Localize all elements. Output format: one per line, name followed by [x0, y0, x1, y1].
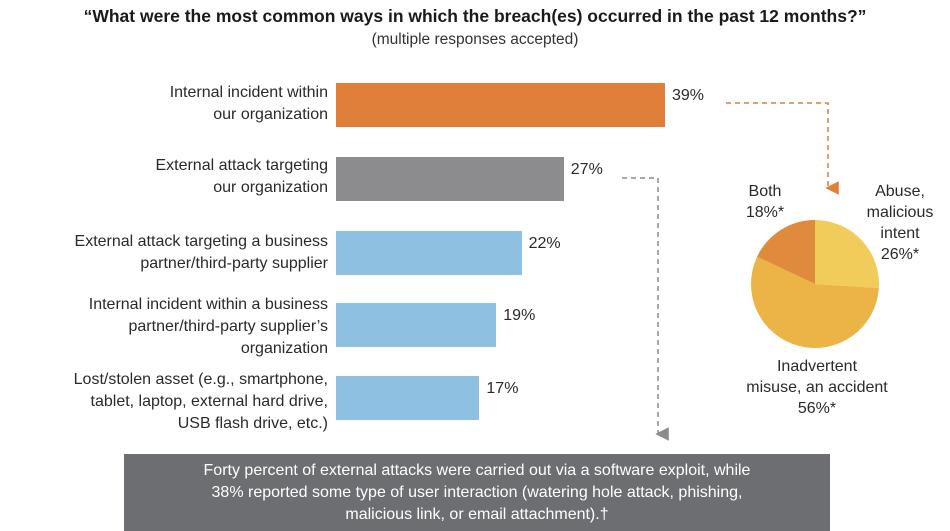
chart-title: “What were the most common ways in which… — [83, 6, 867, 26]
pie-slice-label: Inadvertent misuse, an accident 56%* — [712, 356, 922, 419]
bar — [336, 157, 564, 201]
pie-slice-label-line: 56%* — [797, 400, 837, 417]
orange-connector-arrow — [726, 102, 839, 195]
category-label-line: organization — [240, 340, 328, 357]
category-label-line: Internal incident within — [169, 84, 328, 101]
gray-connector-arrow — [622, 177, 669, 441]
pie-slice-label-line: 26%* — [880, 246, 920, 263]
category-label: Lost/stolen asset (e.g., smartphone, tabl… — [74, 369, 328, 435]
category-label-line: External attack targeting a business — [74, 233, 328, 250]
pie-slice-label-line: Both — [748, 183, 782, 200]
pie-slice — [751, 256, 879, 348]
category-label: External attack targeting our organizatio… — [155, 155, 328, 199]
footer-note: Forty percent of external attacks were c… — [124, 454, 830, 531]
category-label-line: tablet, laptop, external hard drive, — [90, 393, 328, 410]
bar-value-label: 22% — [528, 235, 561, 252]
category-label-line: Internal incident within a business — [88, 296, 328, 313]
pie-slice-label-line: Abuse, — [875, 183, 925, 200]
category-label-line: our organization — [213, 179, 328, 196]
footer-line: Forty percent of external attacks were c… — [203, 462, 751, 479]
pie-slice — [757, 220, 815, 284]
pie-slice-label-line: intent — [880, 225, 920, 242]
bar — [336, 83, 665, 127]
bar-value-label: 27% — [570, 161, 603, 178]
chart-subtitle: (multiple responses accepted) — [371, 31, 579, 48]
category-label-line: our organization — [213, 106, 328, 123]
category-label: Internal incident within a business partn… — [89, 294, 328, 360]
pie-slice-label-line: Inadvertent — [776, 358, 858, 375]
category-label-line: Lost/stolen asset (e.g., smartphone, — [73, 371, 328, 388]
category-label-line: partner/third-party supplier’s — [128, 318, 329, 335]
pie-slice-label-line: malicious — [866, 204, 934, 221]
pie-slice-label-line: misuse, an accident — [746, 379, 888, 396]
category-label-line: partner/third-party supplier — [140, 255, 328, 272]
category-label: Internal incident within our organization — [170, 82, 328, 126]
bar — [336, 376, 480, 420]
bar-value-label: 39% — [672, 87, 705, 104]
pie-slice — [815, 220, 880, 289]
bar-value-label: 19% — [503, 307, 536, 324]
category-label-line: External attack targeting — [155, 157, 328, 174]
category-label: External attack targeting a business part… — [75, 231, 328, 275]
category-label-line: USB flash drive, etc.) — [177, 415, 328, 432]
bar-value-label: 17% — [486, 380, 519, 397]
footer-line: malicious link, or email attachment).† — [345, 506, 609, 523]
pie-slice-label: Both 18%* — [720, 181, 810, 223]
bar — [336, 231, 522, 275]
bar — [336, 303, 497, 347]
pie-slice-label-line: 18%* — [745, 204, 785, 221]
pie-slice-label: Abuse, malicious intent 26%* — [850, 181, 950, 265]
footer-line: 38% reported some type of user interacti… — [211, 484, 743, 501]
